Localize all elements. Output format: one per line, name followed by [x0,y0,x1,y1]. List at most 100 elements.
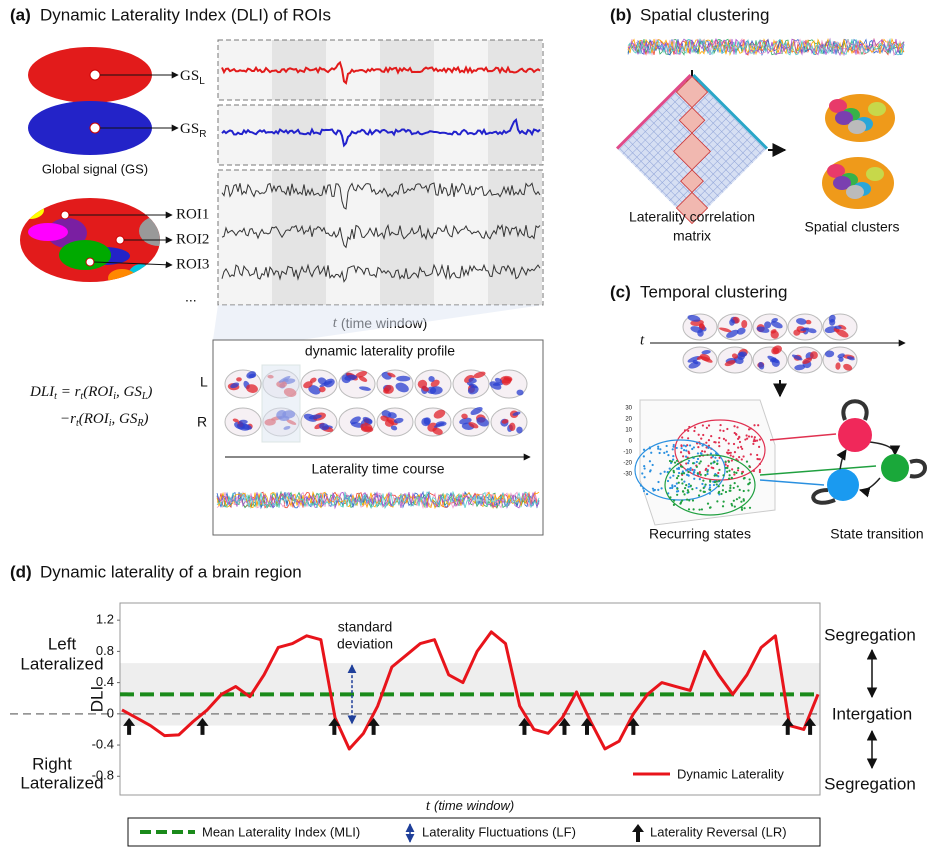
map-blob [303,381,313,389]
map-blob [396,375,411,382]
map-blob [770,330,779,339]
map-blob [724,360,736,367]
dli-line [121,630,820,751]
map-blob [246,371,256,379]
scatter-dot [704,474,707,477]
scatter-dot [733,425,736,428]
map-blob [699,353,711,362]
reversal-arrow [558,717,571,735]
map-blob [319,423,329,431]
cluster-patch [827,164,845,178]
cluster-patch [829,99,847,113]
scatter-dot [663,451,666,455]
scatter-dot [728,474,731,477]
reversal-arrow [781,717,794,735]
window [218,170,272,305]
map-blob [380,415,389,422]
patch [20,201,44,219]
scatter-dot [733,482,736,485]
map-blob [466,382,478,389]
gs-sub: R [199,129,206,140]
scatter-dot [717,485,720,488]
cluster-patch [835,111,853,125]
map-blob [771,317,778,323]
scatter-dot [758,445,761,448]
scatter-dot [710,462,713,465]
scatter-dot [712,483,716,487]
scatter-dot [733,451,737,454]
scatter-dot [686,468,689,471]
map-blob [512,411,521,416]
scatter-dot [726,464,729,468]
scatter-dot [730,502,733,506]
scatter-dot [722,429,725,432]
scatter-dot [672,503,676,506]
state-scatter: 30 20 10 0 -10 -20 -30 [623,399,776,526]
scatter-dot [724,460,727,463]
legend-box [127,817,821,847]
formula-line: DLIt = rt(ROIi, GSL) [29,384,152,402]
matrix-grid [639,97,714,172]
map-brain [300,407,338,437]
scatter-dot [740,472,744,475]
scatter-dot [747,489,750,492]
scatter-dot [641,472,644,475]
window [326,105,380,165]
map-blob [319,386,326,393]
scatter-dot [710,456,713,459]
scatter-dot [700,508,704,511]
scatter-dot [699,473,702,476]
scatter-dot [692,473,695,476]
map-blob [422,386,429,392]
time-var: t [640,332,645,348]
scatter-dot [753,424,756,427]
scatter-dot [754,439,757,443]
matrix-grid [673,131,748,206]
panel-label: (b) [610,5,632,24]
cluster-patch [868,102,886,116]
scatter-dot [726,427,729,431]
arrow [93,261,173,269]
reversal-arrow [804,717,817,735]
scatter-dot [659,472,662,475]
scatter-dot [719,423,722,427]
signal [221,182,541,210]
scatter-dot [730,476,733,479]
scatter-dot [727,442,730,445]
scatter-dot [692,471,695,474]
scatter-dot [714,456,717,459]
transition-arc [858,477,881,498]
scatter-dot [689,484,692,487]
scatter-dot [718,468,721,471]
scatter-dot [687,459,691,462]
patch [127,264,155,282]
scatter-dot [747,435,751,438]
map-blob [390,425,398,431]
map-blob [764,321,772,329]
state-maps [682,313,858,374]
scatter-dot [718,436,721,440]
map-blob [387,372,396,378]
scatter-dot [680,472,683,475]
scatter-dot [648,470,652,473]
map-blob [384,419,395,427]
scatter-dot [681,482,684,485]
scatter-dot [659,448,662,451]
scatter-dot [648,460,652,463]
window [272,170,326,305]
scatter-tick: 10 [625,428,632,434]
map-blob [232,418,239,423]
scatter-dot [684,445,687,448]
scatter-dot [753,438,756,441]
signal [216,491,540,510]
map-blob [489,381,502,390]
scatter-dot [713,474,716,477]
scatter-dot [729,489,732,492]
scatter-dot [706,472,709,476]
map-blob [741,319,748,329]
y-tick-label: 0.8 [96,643,114,658]
formula-part: i [113,391,116,402]
scatter-dot [726,451,729,454]
scatter-dot [695,460,698,464]
scatter-dot [740,508,744,511]
